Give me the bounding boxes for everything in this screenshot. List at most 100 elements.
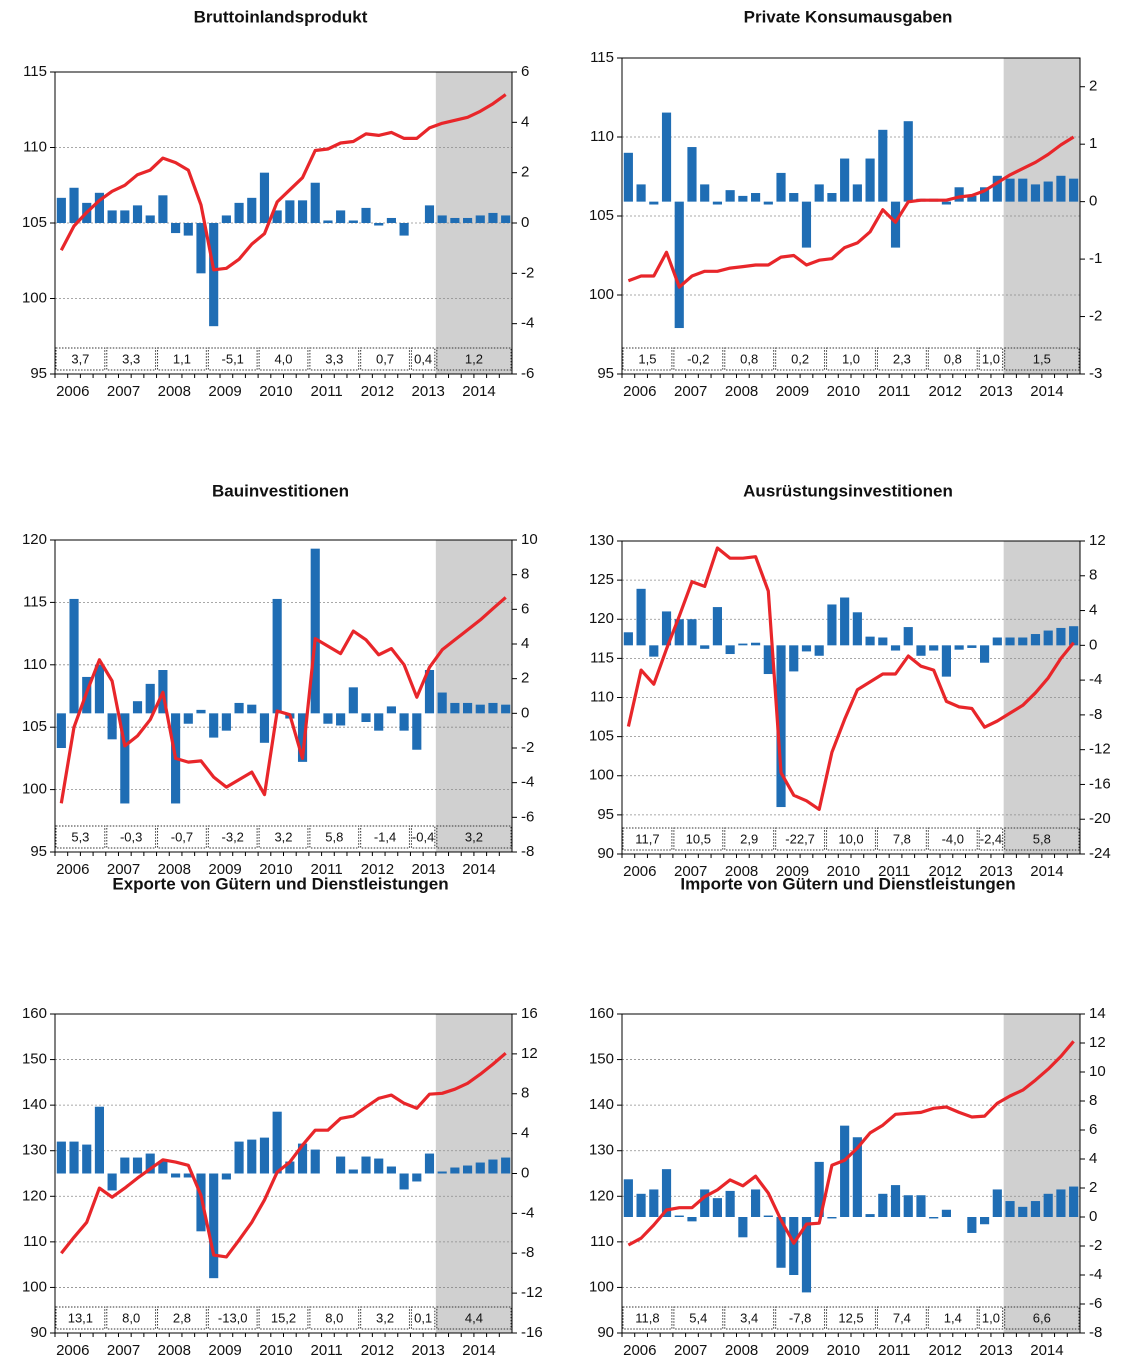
bar: [234, 202, 244, 223]
x-tick-label: 2009: [208, 383, 241, 400]
bar: [661, 611, 672, 646]
chart-title: Bruttoinlandsprodukt: [194, 7, 368, 26]
bar: [399, 223, 409, 236]
bar: [1018, 637, 1028, 646]
annual-label: 8,0: [325, 1310, 343, 1325]
x-tick-label: 2010: [259, 861, 292, 878]
annual-label: 5,3: [71, 829, 89, 844]
annual-box: [106, 347, 157, 371]
bar: [272, 598, 282, 714]
x-tick-label: 2010: [827, 383, 860, 400]
y2-tick-label: -4: [521, 1204, 534, 1221]
bar: [462, 217, 473, 223]
bar: [852, 1137, 862, 1217]
y-tick-label: 115: [23, 63, 47, 80]
bar: [1056, 627, 1066, 646]
y2-tick-label: -24: [1089, 845, 1111, 862]
annual-label: 1,4: [944, 1310, 962, 1325]
annual-box: [207, 1306, 258, 1330]
y-tick-label: 110: [590, 1233, 614, 1250]
bar: [374, 223, 384, 226]
annual-box: [157, 825, 207, 849]
bar: [348, 220, 358, 223]
bar: [712, 1198, 722, 1217]
x-tick-label: 2008: [725, 863, 758, 880]
bar: [56, 197, 66, 223]
bar: [259, 172, 270, 223]
y2-tick-label: -1: [1089, 250, 1102, 267]
x-tick-label: 2014: [462, 861, 495, 878]
bar: [361, 713, 371, 722]
x-tick-label: 2012: [928, 863, 961, 880]
annual-box: [157, 1306, 207, 1330]
bar: [120, 713, 130, 804]
annual-box: [1004, 1306, 1080, 1330]
x-tick-label: 2007: [674, 1342, 707, 1359]
annual-box: [157, 347, 207, 371]
y2-tick-label: -16: [521, 1324, 543, 1341]
y-tick-label: 95: [30, 365, 47, 382]
bar: [209, 1173, 219, 1279]
y-tick-label: 100: [22, 289, 47, 306]
bar: [687, 1217, 697, 1222]
y2-tick-label: -4: [1089, 1266, 1102, 1283]
annual-box: [775, 1306, 826, 1330]
bar: [501, 704, 511, 714]
bar: [1043, 181, 1053, 202]
bar: [1056, 1189, 1066, 1217]
y2-tick-label: 6: [521, 600, 529, 617]
y-tick-label: 95: [30, 843, 47, 860]
annual-box: [978, 1306, 1004, 1330]
bar: [763, 645, 773, 675]
annual-box: [309, 1306, 360, 1330]
y2-tick-label: 6: [521, 63, 529, 80]
y2-tick-label: -20: [1089, 810, 1111, 827]
bar: [1030, 1201, 1041, 1217]
y-tick-label: 100: [22, 1278, 47, 1295]
y-tick-label: 95: [597, 806, 614, 823]
bar: [259, 1137, 270, 1174]
annual-box: [106, 1306, 157, 1330]
annual-label: 1,0: [982, 351, 1000, 366]
y2-tick-label: 4: [1089, 1150, 1097, 1167]
bar: [297, 200, 308, 223]
bar: [234, 1141, 244, 1174]
x-tick-label: 2012: [361, 1342, 394, 1359]
bar: [132, 1157, 143, 1174]
bar: [700, 645, 710, 649]
bar: [903, 627, 913, 646]
annual-label: 0,4: [414, 351, 432, 366]
y2-tick-label: 0: [1089, 1208, 1097, 1225]
annual-box: [826, 1306, 876, 1330]
bar: [437, 1171, 447, 1174]
annual-box: [1004, 827, 1080, 851]
bar: [890, 201, 901, 248]
annual-label: 1,5: [1033, 351, 1051, 366]
bar: [297, 713, 308, 762]
y-tick-label: 100: [22, 781, 47, 798]
bar: [661, 1169, 672, 1217]
bar: [929, 1217, 939, 1219]
bar: [827, 1217, 837, 1219]
annual-label: 5,8: [325, 829, 343, 844]
y-tick-label: 100: [589, 767, 614, 784]
annual-label: 2,9: [740, 831, 758, 846]
y-tick-label: 120: [589, 610, 614, 627]
y2-tick-label: -6: [521, 808, 534, 825]
x-tick-label: 2006: [56, 383, 89, 400]
bar: [348, 1169, 358, 1174]
bar: [1043, 1193, 1053, 1217]
x-tick-label: 2008: [725, 1342, 758, 1359]
y2-tick-label: 10: [521, 531, 538, 548]
bar: [221, 215, 231, 223]
x-tick-label: 2011: [311, 861, 343, 878]
bar: [890, 1185, 901, 1217]
annual-box: [876, 827, 927, 851]
y-tick-label: 110: [23, 138, 47, 155]
x-tick-label: 2007: [107, 861, 140, 878]
annual-label: -4,0: [942, 831, 964, 846]
y2-tick-label: -4: [1089, 671, 1102, 688]
annual-box: [410, 347, 436, 371]
bar: [336, 713, 346, 726]
bar: [424, 670, 435, 714]
